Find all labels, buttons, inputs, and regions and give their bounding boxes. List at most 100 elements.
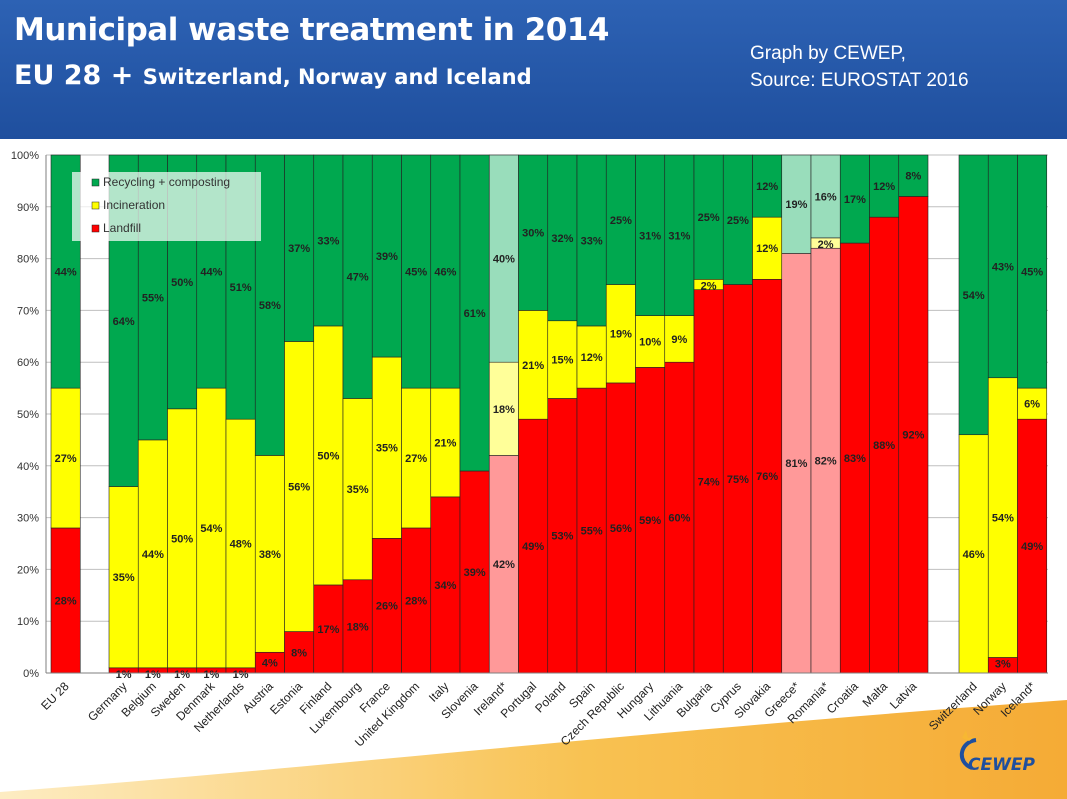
bar-segment	[693, 154, 724, 280]
bar-segment	[1017, 154, 1048, 389]
credit-line-1: Graph by CEWEP,	[750, 43, 906, 64]
data-label: 8%	[905, 171, 921, 183]
data-label: 75%	[727, 474, 749, 486]
y-tick-label: 80%	[17, 254, 39, 266]
legend-swatch	[91, 224, 100, 233]
bar-segment	[225, 418, 256, 669]
bar-segment	[547, 398, 578, 674]
data-label: 49%	[522, 541, 544, 553]
data-label: 25%	[610, 215, 632, 227]
data-label: 31%	[639, 230, 661, 242]
bar-segment	[108, 486, 139, 669]
data-label: 1%	[116, 669, 132, 681]
bar-segment	[313, 325, 344, 586]
bar-segment	[635, 154, 666, 316]
data-label: 59%	[639, 515, 661, 527]
bar-segment	[781, 154, 812, 254]
data-label: 34%	[434, 580, 456, 592]
data-label: 76%	[756, 471, 778, 483]
data-label: 45%	[1021, 267, 1043, 279]
y-tick-label: 40%	[17, 461, 39, 473]
data-label: 61%	[464, 308, 486, 320]
x-tick-label: Croatia	[824, 679, 861, 716]
data-label: 28%	[55, 595, 77, 607]
bar-segment	[342, 154, 373, 399]
data-label: 3%	[995, 658, 1011, 670]
bar-segment	[664, 361, 695, 674]
bar-segment	[284, 341, 315, 632]
data-label: 21%	[522, 360, 544, 372]
y-tick-label: 20%	[17, 564, 39, 576]
bar-segment	[401, 154, 432, 389]
cewep-logo-icon	[960, 730, 977, 770]
bar-segment	[50, 527, 81, 674]
data-label: 35%	[113, 572, 135, 584]
data-label: 46%	[434, 267, 456, 279]
y-tick-label: 70%	[17, 305, 39, 317]
data-label: 9%	[671, 334, 687, 346]
y-tick-label: 50%	[17, 409, 39, 421]
data-label: 39%	[376, 251, 398, 263]
bar-segment	[605, 154, 636, 285]
data-label: 55%	[142, 292, 164, 304]
bar-segment	[137, 439, 168, 669]
data-label: 18%	[347, 621, 369, 633]
bar-segment	[576, 325, 607, 389]
bar-segment	[810, 154, 841, 239]
data-label: 44%	[55, 267, 77, 279]
data-label: 4%	[262, 658, 278, 670]
bar-segment	[518, 154, 549, 311]
data-label: 30%	[522, 228, 544, 240]
bar-segment	[987, 154, 1018, 379]
bar-segment	[576, 387, 607, 674]
source-credit: Graph by CEWEP, Source: EUROSTAT 2016	[750, 40, 969, 94]
legend-label: Incineration	[103, 198, 165, 212]
data-label: 74%	[698, 476, 720, 488]
bar-segment	[664, 154, 695, 316]
bar-segment	[547, 320, 578, 399]
bar-segment	[342, 579, 373, 674]
data-label: 82%	[815, 456, 837, 468]
data-label: 12%	[756, 181, 778, 193]
x-tick-label: Poland	[532, 679, 568, 715]
data-label: 47%	[347, 272, 369, 284]
x-tick-label: EU 28	[38, 679, 72, 713]
bar-segment	[869, 154, 900, 218]
bar-segment	[313, 154, 344, 327]
data-label: 92%	[902, 430, 924, 442]
bar-segment	[1017, 387, 1048, 420]
data-label: 64%	[113, 316, 135, 328]
data-label: 51%	[230, 282, 252, 294]
data-label: 54%	[992, 513, 1014, 525]
bar-segment	[576, 154, 607, 327]
data-label: 35%	[376, 443, 398, 455]
y-tick-label: 0%	[23, 668, 39, 680]
data-label: 60%	[668, 513, 690, 525]
data-label: 39%	[464, 567, 486, 579]
bar-segment	[488, 361, 519, 456]
data-label: 53%	[551, 531, 573, 543]
data-label: 55%	[581, 526, 603, 538]
bar-segment	[722, 154, 753, 285]
data-label: 10%	[639, 336, 661, 348]
subtitle-main: EU 28 +	[14, 60, 134, 91]
data-label: 50%	[171, 277, 193, 289]
bar-segment	[371, 356, 402, 539]
data-label: 1%	[174, 669, 190, 681]
y-tick-label: 30%	[17, 513, 39, 525]
data-label: 25%	[727, 215, 749, 227]
bar-segment	[167, 408, 198, 669]
credit-line-2: Source: EUROSTAT 2016	[750, 70, 969, 91]
y-tick-label: 10%	[17, 616, 39, 628]
x-tick-label: Estonia	[267, 679, 305, 717]
data-label: 25%	[698, 212, 720, 224]
data-label: 2%	[701, 280, 717, 292]
bar-segment	[196, 387, 227, 669]
subtitle-rest: Switzerland, Norway and Iceland	[142, 65, 532, 89]
data-label: 27%	[55, 453, 77, 465]
data-label: 46%	[963, 549, 985, 561]
bar-segment	[371, 154, 402, 358]
data-label: 12%	[873, 181, 895, 193]
bar-segment	[898, 196, 929, 674]
